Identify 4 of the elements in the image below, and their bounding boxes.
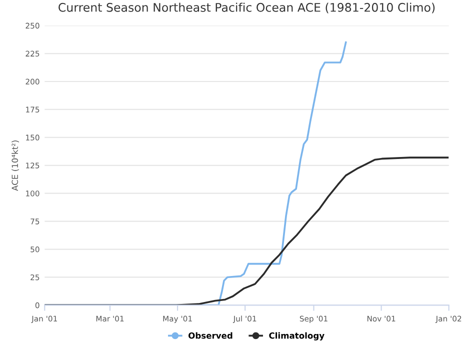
- y-axis-title: ACE (10⁴kt²): [12, 140, 20, 191]
- legend-label: Observed: [188, 332, 232, 339]
- chart-title: Current Season Northeast Pacific Ocean ACE (1981-2010 Climo): [58, 2, 435, 14]
- legend-label: Climatology: [269, 332, 324, 340]
